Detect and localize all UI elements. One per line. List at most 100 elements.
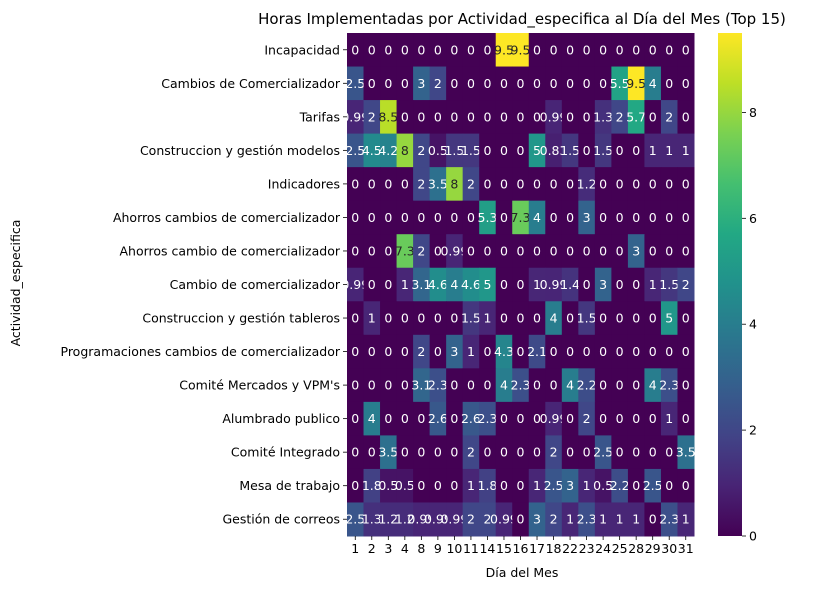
- y-tick-label: Construccion y gestión modelos: [140, 143, 340, 158]
- cell-value-label: 0.99: [540, 277, 568, 292]
- cell-value-label: 0: [583, 445, 591, 460]
- heatmap-cell: [413, 368, 431, 403]
- heatmap-cell: [479, 334, 497, 369]
- heatmap-cell: [512, 33, 530, 68]
- cell-value-label: 2: [682, 277, 690, 292]
- cell-value-label: 0: [351, 243, 359, 258]
- cell-value-label: 0: [682, 176, 690, 191]
- heatmap-cell: [363, 234, 381, 269]
- heatmap-cell: [347, 301, 365, 336]
- cell-value-label: 0: [517, 76, 525, 91]
- cell-value-label: 0: [417, 445, 425, 460]
- heatmap-cell: [627, 100, 645, 135]
- cell-value-label: 0: [599, 344, 607, 359]
- heatmap-cell: [396, 267, 414, 302]
- cell-value-label: 0: [517, 445, 525, 460]
- heatmap-cell: [363, 167, 381, 202]
- heatmap-cell: [479, 267, 497, 302]
- heatmap-cell: [347, 66, 365, 101]
- heatmap-cell: [561, 133, 579, 168]
- cell-value-label: 1.4: [560, 277, 580, 292]
- cell-value-label: 0: [450, 42, 458, 57]
- heatmap-cell: [446, 100, 464, 135]
- heatmap-cell: [660, 200, 678, 235]
- heatmap-cell: [495, 33, 513, 68]
- cell-value-label: 0: [550, 42, 558, 57]
- cell-value-label: 2.3: [659, 512, 679, 527]
- cell-value-label: 0: [351, 210, 359, 225]
- cell-value-label: 0: [483, 176, 491, 191]
- heatmap-cell: [644, 200, 662, 235]
- x-tick-label: 30: [661, 541, 677, 556]
- heatmap-cell: [528, 133, 546, 168]
- cell-value-label: 0: [649, 311, 657, 326]
- heatmap-cell: [462, 66, 480, 101]
- heatmap-cell: [462, 200, 480, 235]
- x-tick-label: 16: [513, 541, 529, 556]
- cell-value-label: 0: [351, 42, 359, 57]
- y-tick-label: Mesa de trabajo: [239, 478, 340, 493]
- heatmap-cell: [413, 401, 431, 436]
- cell-value-label: 0: [566, 411, 574, 426]
- cell-value-label: 3: [632, 243, 640, 258]
- cell-value-label: 0: [583, 109, 591, 124]
- heatmap-cell: [627, 468, 645, 503]
- cell-value-label: 1: [467, 344, 475, 359]
- heatmap-cell: [594, 368, 612, 403]
- cell-value-label: 3: [450, 344, 458, 359]
- cell-value-label: 0: [384, 344, 392, 359]
- heatmap-cell: [545, 234, 563, 269]
- cell-value-label: 0: [450, 311, 458, 326]
- x-axis-title: Día del Mes: [486, 565, 559, 580]
- heatmap-cell: [429, 435, 447, 470]
- heatmap-cell: [644, 502, 662, 537]
- cell-value-label: 0: [450, 210, 458, 225]
- heatmap-cell: [512, 200, 530, 235]
- cell-value-label: 0: [368, 210, 376, 225]
- cell-value-label: 0: [384, 378, 392, 393]
- x-tick-label: 2: [368, 541, 376, 556]
- heatmap-cell: [545, 502, 563, 537]
- cell-value-label: 5.5: [610, 76, 630, 91]
- cell-value-label: 0: [368, 344, 376, 359]
- heatmap-cell: [495, 435, 513, 470]
- cell-value-label: 0: [533, 445, 541, 460]
- cell-value-label: 0: [533, 311, 541, 326]
- heatmap-cell: [429, 468, 447, 503]
- cell-value-label: 1: [401, 277, 409, 292]
- heatmap-cell: [413, 200, 431, 235]
- cell-value-label: 0: [665, 76, 673, 91]
- cell-value-label: 0: [682, 378, 690, 393]
- cell-value-label: 0: [517, 109, 525, 124]
- cell-value-label: 0: [368, 76, 376, 91]
- cell-value-label: 5: [483, 277, 491, 292]
- heatmap-cell: [594, 334, 612, 369]
- cell-value-label: 2: [665, 109, 673, 124]
- heatmap-cell: [660, 301, 678, 336]
- heatmap-cell: [462, 33, 480, 68]
- cell-value-label: 3.5: [378, 445, 398, 460]
- cell-value-label: 4: [649, 378, 657, 393]
- heatmap-cell: [495, 200, 513, 235]
- cell-value-label: 0: [434, 109, 442, 124]
- cell-value-label: 0: [566, 42, 574, 57]
- heatmap-cell: [363, 33, 381, 68]
- cell-value-label: 0: [500, 109, 508, 124]
- cell-value-label: 1.5: [659, 277, 679, 292]
- heatmap-cell: [660, 401, 678, 436]
- heatmap-cell: [611, 133, 629, 168]
- cell-value-label: 0: [649, 210, 657, 225]
- cell-value-label: 0: [467, 42, 475, 57]
- cell-value-label: 0: [583, 277, 591, 292]
- heatmap-cell: [413, 133, 431, 168]
- heatmap-cell: [396, 167, 414, 202]
- heatmap-cell: [677, 200, 695, 235]
- cell-value-label: 2.5: [345, 512, 365, 527]
- cell-value-label: 1.2: [378, 512, 398, 527]
- heatmap-cell: [495, 468, 513, 503]
- cell-value-label: 0: [616, 344, 624, 359]
- cell-value-label: 0: [351, 378, 359, 393]
- cell-value-label: 1.5: [577, 311, 597, 326]
- cell-value-label: 0: [616, 411, 624, 426]
- heatmap-cell: [429, 301, 447, 336]
